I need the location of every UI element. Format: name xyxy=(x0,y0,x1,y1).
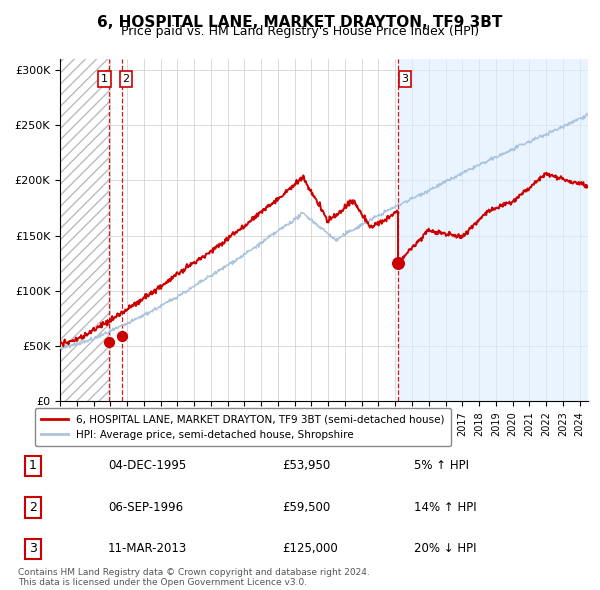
Text: 6, HOSPITAL LANE, MARKET DRAYTON, TF9 3BT: 6, HOSPITAL LANE, MARKET DRAYTON, TF9 3B… xyxy=(97,15,503,30)
Text: 2: 2 xyxy=(122,74,130,84)
Text: 3: 3 xyxy=(29,542,37,555)
Text: Price paid vs. HM Land Registry's House Price Index (HPI): Price paid vs. HM Land Registry's House … xyxy=(121,25,479,38)
Text: 5% ↑ HPI: 5% ↑ HPI xyxy=(414,460,469,473)
Text: 14% ↑ HPI: 14% ↑ HPI xyxy=(414,501,476,514)
Text: 11-MAR-2013: 11-MAR-2013 xyxy=(108,542,187,555)
Text: Contains HM Land Registry data © Crown copyright and database right 2024.
This d: Contains HM Land Registry data © Crown c… xyxy=(18,568,370,587)
Legend: 6, HOSPITAL LANE, MARKET DRAYTON, TF9 3BT (semi-detached house), HPI: Average pr: 6, HOSPITAL LANE, MARKET DRAYTON, TF9 3B… xyxy=(35,408,451,446)
Text: 04-DEC-1995: 04-DEC-1995 xyxy=(108,460,186,473)
Text: 3: 3 xyxy=(401,74,409,84)
Bar xyxy=(398,59,588,401)
Text: 20% ↓ HPI: 20% ↓ HPI xyxy=(414,542,476,555)
Text: 2: 2 xyxy=(29,501,37,514)
Bar xyxy=(60,59,109,401)
Text: £53,950: £53,950 xyxy=(282,460,330,473)
Point xyxy=(104,337,114,346)
Text: 1: 1 xyxy=(29,460,37,473)
Text: £125,000: £125,000 xyxy=(282,542,338,555)
Text: £59,500: £59,500 xyxy=(282,501,330,514)
Text: 1: 1 xyxy=(101,74,108,84)
Point xyxy=(117,331,127,340)
Point xyxy=(394,258,403,268)
Text: 06-SEP-1996: 06-SEP-1996 xyxy=(108,501,183,514)
